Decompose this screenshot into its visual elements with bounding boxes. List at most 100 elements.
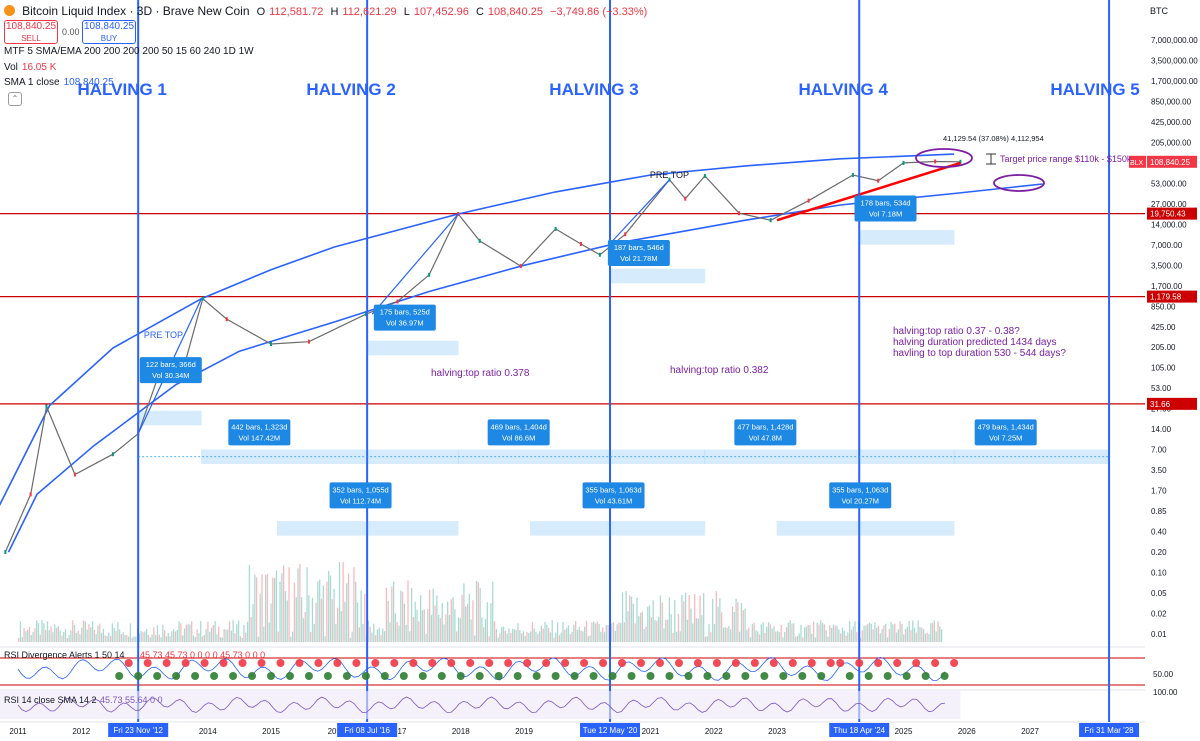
price-line xyxy=(4,160,961,553)
volume-bar xyxy=(93,629,96,642)
volume-bar xyxy=(647,606,649,642)
volume-bar xyxy=(748,627,750,642)
volume-bar xyxy=(939,626,941,642)
rsi-divergence-dot xyxy=(494,672,503,680)
rsi-divergence-dot xyxy=(940,672,949,680)
measure-label-box xyxy=(829,482,892,509)
rsi-divergence-dot xyxy=(845,672,854,680)
volume-bar xyxy=(645,626,647,642)
volume-bar xyxy=(740,603,743,642)
volume-bar xyxy=(701,615,703,642)
rsi-divergence-dot xyxy=(855,659,864,667)
volume-bar xyxy=(151,634,153,642)
rsi-divergence-dot xyxy=(409,659,418,667)
symbol-title[interactable]: Bitcoin Liquid Index · 3D · Brave New Co… xyxy=(22,4,250,18)
high-value: 112,621.29 xyxy=(342,6,397,18)
sma-value: 108,840.25 xyxy=(63,77,114,88)
volume-bar xyxy=(165,636,168,642)
indicator-sma[interactable]: SMA 1 close 108,840.25 xyxy=(4,77,118,88)
volume-bar xyxy=(805,626,808,642)
volume-bar xyxy=(928,634,930,642)
indicator-mtf[interactable]: MTF 5 SMA/EMA 200 200 200 200 50 15 60 2… xyxy=(4,46,254,57)
volume-bar xyxy=(104,635,106,642)
volume-bar xyxy=(430,615,433,642)
rsi-divergence-dot xyxy=(760,672,769,680)
volume-bar xyxy=(544,621,546,642)
volume-bar xyxy=(25,631,27,642)
volume-bar xyxy=(486,602,488,642)
volume-bar xyxy=(892,624,894,642)
symbol-tag-label: BLX xyxy=(1130,160,1144,167)
volume-bar xyxy=(306,567,308,642)
indicator-vol[interactable]: Vol 16.05 K xyxy=(4,62,60,73)
volume-bar xyxy=(326,581,328,642)
volume-bar xyxy=(174,631,177,642)
volume-bar xyxy=(364,594,366,642)
halving-date-tag xyxy=(829,723,890,737)
volume-bar xyxy=(775,631,777,642)
volume-bar xyxy=(629,595,631,642)
volume-bar xyxy=(468,593,470,642)
volume-bar xyxy=(526,631,528,642)
buy-button[interactable]: 108,840.25 BUY xyxy=(82,20,136,44)
volume-bar xyxy=(456,631,458,642)
measure-range xyxy=(776,521,955,536)
volume-bar xyxy=(246,621,249,642)
collapse-chevron-icon[interactable]: ⌃ xyxy=(8,92,22,106)
volume-bar xyxy=(688,594,690,642)
volume-bar xyxy=(910,630,912,642)
volume-bar xyxy=(447,601,449,642)
volume-bar xyxy=(45,630,47,642)
volume-bar xyxy=(405,624,407,642)
change-value: −3,749.86 (−3.33%) xyxy=(550,6,648,18)
volume-bar xyxy=(564,629,566,642)
volume-bar xyxy=(383,631,386,642)
volume-bar xyxy=(814,637,817,642)
time-axis-tick: 2025 xyxy=(895,727,913,736)
volume-bar xyxy=(187,623,189,642)
measure-range xyxy=(277,521,459,536)
price-axis xyxy=(1145,0,1200,741)
volume-bar xyxy=(297,568,299,642)
volume-bar xyxy=(549,632,552,642)
volume-bar xyxy=(762,622,764,642)
volume-bar xyxy=(922,629,925,642)
sell-button[interactable]: 108,840.25 SELL xyxy=(4,20,58,44)
buy-price: 108,840.25 xyxy=(83,21,135,32)
price-axis-tick: 850.00 xyxy=(1151,302,1176,311)
volume-bar xyxy=(834,625,836,642)
price-point xyxy=(624,232,627,237)
price-point xyxy=(807,198,810,203)
rsi-divergence-dot xyxy=(172,672,181,680)
volume-bar xyxy=(497,637,499,642)
volume-bar xyxy=(843,630,845,642)
rsi-divergence-dot xyxy=(693,659,702,667)
price-point xyxy=(579,241,582,246)
halving-date-tag xyxy=(337,723,398,737)
volume-bar xyxy=(149,637,151,642)
volume-bar xyxy=(91,621,94,642)
volume-bar xyxy=(515,629,517,642)
volume-bar xyxy=(88,624,90,642)
rsi-divergence-dot xyxy=(399,672,408,680)
sell-label: SELL xyxy=(21,34,41,43)
volume-bar xyxy=(438,614,440,642)
volume-bar xyxy=(888,629,890,642)
rsi-divergence-dot xyxy=(191,672,200,680)
volume-bar xyxy=(639,612,642,642)
volume-bar xyxy=(68,635,70,642)
halving-date-tag xyxy=(580,723,641,737)
volume-bar xyxy=(428,589,431,642)
volume-bar xyxy=(73,624,76,642)
rsi-divergence-dot xyxy=(798,672,807,680)
volume-bar xyxy=(145,628,148,642)
time-axis-tick: 2019 xyxy=(515,727,533,736)
volume-bar xyxy=(879,633,881,642)
volume-bar xyxy=(196,629,198,642)
volume-bar xyxy=(621,592,624,642)
volume-bar xyxy=(830,628,833,642)
volume-bar xyxy=(562,621,564,642)
volume-bar xyxy=(859,637,862,642)
volume-bar xyxy=(573,624,575,642)
